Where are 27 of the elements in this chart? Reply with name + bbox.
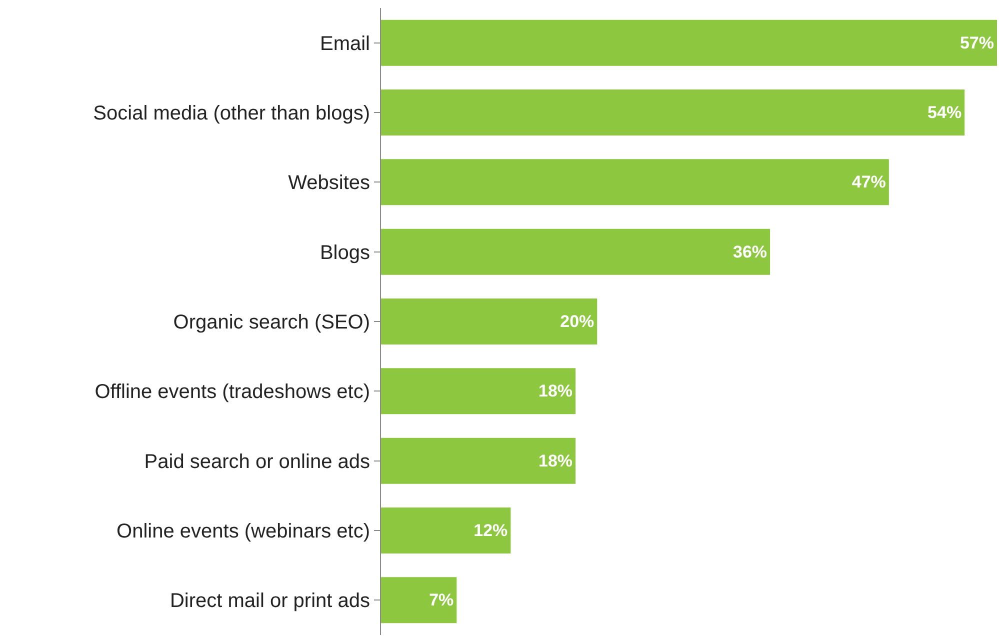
bar: [381, 228, 770, 275]
data-label: 57%: [960, 33, 994, 52]
y-tick-label: Blogs: [320, 242, 370, 264]
bar: [381, 159, 889, 206]
y-tick-label: Offline events (tradeshows etc): [94, 381, 370, 404]
data-label: 7%: [429, 590, 454, 610]
y-tick-label: Paid search or online ads: [144, 450, 370, 473]
y-tick-label: Direct mail or print ads: [170, 590, 370, 612]
y-tick-label: Organic search (SEO): [173, 312, 370, 334]
bar: [381, 20, 997, 66]
y-tick-label: Online events (webinars etc): [116, 520, 370, 542]
data-label: 18%: [538, 451, 573, 470]
bar: [381, 90, 965, 136]
data-label: 12%: [474, 521, 508, 540]
bar: [381, 438, 576, 484]
bar: [381, 298, 598, 344]
data-label: 47%: [852, 172, 886, 192]
y-tick-label: Social media (other than blogs): [93, 102, 370, 124]
bar: [381, 368, 576, 414]
data-label: 36%: [733, 242, 768, 262]
bar: [381, 508, 511, 554]
data-label: 54%: [928, 103, 962, 122]
y-tick-label: Websites: [288, 172, 370, 194]
data-label: 20%: [560, 312, 594, 331]
y-tick-label: Email: [320, 32, 370, 55]
bar: [381, 577, 457, 624]
data-label: 18%: [538, 382, 573, 401]
